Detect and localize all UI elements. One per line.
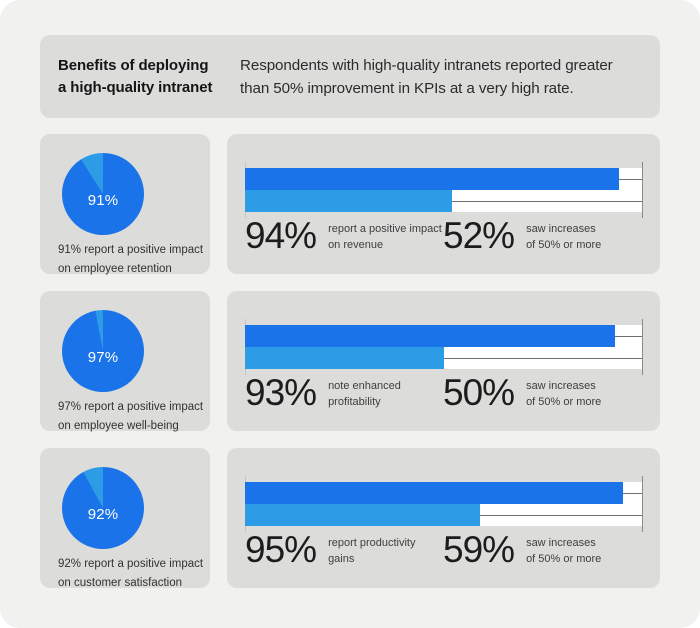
pie-percent-label: 91% <box>87 191 119 209</box>
bar-midline <box>623 493 643 494</box>
bar-track-secondary <box>245 504 643 526</box>
page-title: Benefits of deploying a high-quality int… <box>58 55 228 99</box>
stat-label-line-1: note enhanced <box>328 380 401 392</box>
bar-track-primary <box>245 325 643 347</box>
stat-label: saw increases of 50% or more <box>526 530 601 567</box>
stat-value: 59% <box>443 529 515 570</box>
stat-label: saw increases of 50% or more <box>526 373 601 410</box>
stat-label-line-2: profitability <box>328 396 381 408</box>
stat-label-line-2: gains <box>328 553 355 565</box>
bar-fill-primary <box>245 482 624 504</box>
stats-row: 93% note enhanced profitability 50% saw … <box>245 373 643 413</box>
axis-100-line <box>642 162 643 218</box>
stat-label-line-2: of 50% or more <box>526 553 602 565</box>
bar-track-primary <box>245 168 643 190</box>
stat-label-line-1: saw increases <box>526 223 596 235</box>
stat-label-line-2: of 50% or more <box>526 239 602 251</box>
bar-chart-productivity <box>245 476 643 532</box>
header-description: Respondents with high-quality intranets … <box>240 54 613 100</box>
stat-primary: 93% note enhanced profitability <box>245 373 443 413</box>
bar-chart-profitability <box>245 319 643 375</box>
stat-label-line-1: report productivity <box>328 537 416 549</box>
row-employee-well-being: 97% 97% report a positive impact on empl… <box>40 291 660 432</box>
stat-value: 52% <box>443 215 515 256</box>
stat-label-line-1: saw increases <box>526 537 596 549</box>
stat-value: 50% <box>443 372 515 413</box>
stat-label: note enhanced profitability <box>328 373 401 410</box>
bar-track-secondary <box>245 190 643 212</box>
bar-midline <box>444 358 643 359</box>
stat-value: 93% <box>245 372 317 413</box>
stat-label-line-1: report a positive impact <box>328 223 442 235</box>
title-line-2: a high-quality intranet <box>58 78 213 96</box>
pie-chart-employee-retention: 91% <box>62 153 144 235</box>
bar-midline <box>451 201 643 202</box>
pie-percent-label: 92% <box>87 505 119 523</box>
stat-label-line-2: of 50% or more <box>526 396 602 408</box>
pie-caption-line-1: 97% report a positive impact <box>58 401 204 413</box>
stat-label: report a positive impact on revenue <box>328 216 442 253</box>
bar-fill-secondary <box>245 504 480 526</box>
stat-secondary: 59% saw increases of 50% or more <box>443 530 601 570</box>
description-line-1: Respondents with high-quality intranets … <box>240 56 613 74</box>
stat-primary: 94% report a positive impact on revenue <box>245 216 443 256</box>
pie-caption: 91% report a positive impact on employee… <box>58 241 210 279</box>
pie-caption: 92% report a positive impact on customer… <box>58 555 210 593</box>
stat-value: 95% <box>245 529 317 570</box>
pie-caption-line-2: on employee well-being <box>58 420 179 432</box>
header-card: Benefits of deploying a high-quality int… <box>40 35 660 118</box>
stat-secondary: 50% saw increases of 50% or more <box>443 373 601 413</box>
bar-midline <box>619 179 643 180</box>
pie-caption-line-2: on employee retention <box>58 263 172 275</box>
description-line-2: than 50% improvement in KPIs at a very h… <box>240 79 574 97</box>
stat-label: saw increases of 50% or more <box>526 216 601 253</box>
bars-card-profitability: 93% note enhanced profitability 50% saw … <box>227 291 660 431</box>
pie-card-well-being: 97% 97% report a positive impact on empl… <box>40 291 210 432</box>
stat-label: report productivity gains <box>328 530 415 567</box>
pie-caption-line-1: 92% report a positive impact <box>58 558 204 570</box>
bar-track-primary <box>245 482 643 504</box>
bar-fill-primary <box>245 325 616 347</box>
pie-percent-label: 97% <box>87 348 119 366</box>
axis-100-line <box>642 476 643 532</box>
row-customer-satisfaction: 92% 92% report a positive impact on cust… <box>40 448 660 589</box>
pie-caption-line-1: 91% report a positive impact <box>58 244 204 256</box>
pie-card-customer-satisfaction: 92% 92% report a positive impact on cust… <box>40 448 210 589</box>
pie-caption-line-2: on customer satisfaction <box>58 577 183 589</box>
bar-midline <box>615 336 643 337</box>
bar-fill-primary <box>245 168 620 190</box>
stat-primary: 95% report productivity gains <box>245 530 443 570</box>
bar-midline <box>479 515 643 516</box>
stats-row: 94% report a positive impact on revenue … <box>245 216 643 256</box>
stat-label-line-2: on revenue <box>328 239 384 251</box>
pie-card-employee-retention: 91% 91% report a positive impact on empl… <box>40 134 210 275</box>
bar-chart-revenue <box>245 162 643 218</box>
pie-chart-customer-satisfaction: 92% <box>62 467 144 549</box>
stat-label-line-1: saw increases <box>526 380 596 392</box>
bar-track-secondary <box>245 347 643 369</box>
bars-card-revenue: 94% report a positive impact on revenue … <box>227 134 660 274</box>
pie-caption: 97% report a positive impact on employee… <box>58 398 210 436</box>
bar-fill-secondary <box>245 190 452 212</box>
axis-100-line <box>642 319 643 375</box>
stats-row: 95% report productivity gains 59% saw in… <box>245 530 643 570</box>
bar-fill-secondary <box>245 347 444 369</box>
stat-secondary: 52% saw increases of 50% or more <box>443 216 601 256</box>
title-line-1: Benefits of deploying <box>58 56 209 74</box>
pie-chart-well-being: 97% <box>62 310 144 392</box>
row-employee-retention: 91% 91% report a positive impact on empl… <box>40 134 660 275</box>
bars-card-productivity: 95% report productivity gains 59% saw in… <box>227 448 660 588</box>
stat-value: 94% <box>245 215 317 256</box>
